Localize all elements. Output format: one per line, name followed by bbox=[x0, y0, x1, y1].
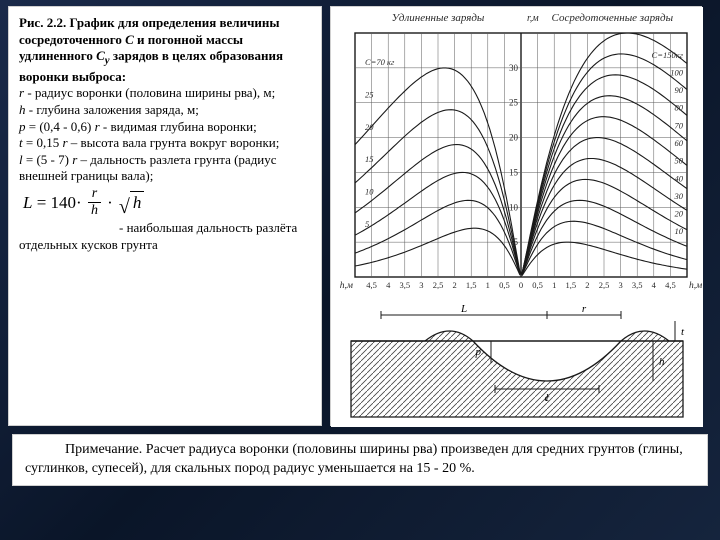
svg-text:60: 60 bbox=[675, 138, 684, 148]
svg-text:r,м: r,м bbox=[527, 13, 539, 24]
svg-text:20: 20 bbox=[675, 209, 684, 219]
svg-text:3,5: 3,5 bbox=[632, 280, 643, 290]
svg-text:90: 90 bbox=[675, 85, 684, 95]
svg-text:2,5: 2,5 bbox=[433, 280, 444, 290]
h-def: - глубина заложения заряда, м; bbox=[26, 102, 199, 117]
svg-text:4: 4 bbox=[386, 280, 391, 290]
svg-text:0,5: 0,5 bbox=[499, 280, 510, 290]
svg-text:70: 70 bbox=[675, 120, 684, 130]
svg-text:1: 1 bbox=[486, 280, 490, 290]
r-def: - радиус воронки (половина ширины рва), … bbox=[24, 85, 275, 100]
svg-text:4,5: 4,5 bbox=[366, 280, 377, 290]
p-def: - видимая глубина воронки; bbox=[100, 119, 257, 134]
svg-text:10: 10 bbox=[675, 226, 684, 236]
svg-text:25: 25 bbox=[365, 90, 374, 100]
svg-text:0,5: 0,5 bbox=[532, 280, 543, 290]
svg-text:Сосредоточенные заряды: Сосредоточенные заряды bbox=[552, 12, 674, 24]
svg-text:10: 10 bbox=[365, 187, 374, 197]
formula-L: L = 140· r h · √h bbox=[23, 187, 311, 218]
svg-text:2: 2 bbox=[452, 280, 456, 290]
chart-svg: Удлиненные заряды Сосредоточенные заряды r… bbox=[331, 7, 703, 427]
svg-text:C=150кг: C=150кг bbox=[652, 50, 684, 60]
svg-text:5: 5 bbox=[365, 219, 369, 229]
svg-text:2: 2 bbox=[585, 280, 589, 290]
svg-text:15: 15 bbox=[365, 154, 374, 164]
svg-text:h: h bbox=[659, 356, 665, 368]
svg-text:20: 20 bbox=[509, 133, 519, 143]
svg-text:10: 10 bbox=[509, 202, 519, 212]
svg-text:l: l bbox=[545, 392, 548, 404]
svg-text:3,5: 3,5 bbox=[399, 280, 410, 290]
svg-text:80: 80 bbox=[675, 103, 684, 113]
svg-text:L: L bbox=[460, 303, 467, 315]
svg-text:25: 25 bbox=[509, 98, 519, 108]
note-panel: Примечание. Расчет радиуса воронки (поло… bbox=[12, 434, 708, 486]
svg-text:r: r bbox=[582, 303, 587, 315]
svg-text:100: 100 bbox=[670, 67, 684, 77]
svg-text:15: 15 bbox=[509, 167, 519, 177]
svg-text:50: 50 bbox=[675, 156, 684, 166]
svg-text:4,5: 4,5 bbox=[665, 280, 676, 290]
caption: Рис. 2.2. График для определения величин… bbox=[19, 15, 283, 84]
t-def: – высота вала грунта вокруг воронки; bbox=[68, 135, 280, 150]
svg-text:h,м: h,м bbox=[689, 281, 702, 291]
svg-text:1: 1 bbox=[552, 280, 556, 290]
description-panel: Рис. 2.2. График для определения величин… bbox=[8, 6, 322, 426]
svg-text:20: 20 bbox=[365, 122, 374, 132]
svg-text:1,5: 1,5 bbox=[466, 280, 477, 290]
svg-text:40: 40 bbox=[675, 173, 684, 183]
svg-text:Удлиненные заряды: Удлиненные заряды bbox=[392, 12, 485, 24]
svg-text:C=70 кг: C=70 кг bbox=[365, 57, 395, 67]
svg-text:3: 3 bbox=[618, 280, 622, 290]
svg-text:1,5: 1,5 bbox=[565, 280, 576, 290]
figure-panel: Удлиненные заряды Сосредоточенные заряды r… bbox=[330, 6, 702, 426]
svg-text:p: p bbox=[475, 346, 482, 358]
L-def: - наибольшая дальность разлёта отдельных… bbox=[19, 220, 297, 252]
svg-text:30: 30 bbox=[509, 63, 519, 73]
svg-text:0: 0 bbox=[519, 280, 523, 290]
svg-text:3: 3 bbox=[419, 280, 423, 290]
svg-text:4: 4 bbox=[652, 280, 657, 290]
svg-text:2,5: 2,5 bbox=[599, 280, 610, 290]
svg-text:30: 30 bbox=[674, 191, 684, 201]
svg-text:h,м: h,м bbox=[340, 281, 353, 291]
